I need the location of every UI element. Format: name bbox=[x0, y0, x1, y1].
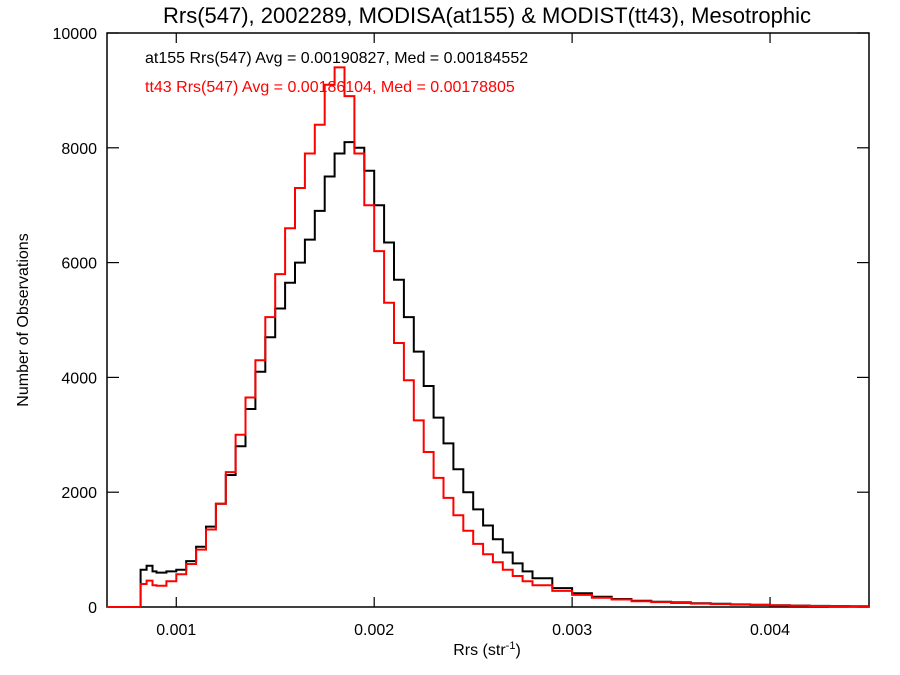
y-tick-label-4: 8000 bbox=[61, 141, 97, 158]
y-tick-label-1: 2000 bbox=[61, 485, 97, 502]
y-axis-ticks: 0 2000 4000 6000 8000 10000 bbox=[53, 26, 869, 617]
y-axis-label: Number of Observations bbox=[15, 233, 32, 406]
x-axis-ticks: 0.001 0.002 0.003 0.004 bbox=[156, 33, 790, 639]
x-axis-label-main: Rrs (str bbox=[453, 642, 506, 659]
x-axis-label-close: ) bbox=[515, 642, 520, 659]
y-tick-label-3: 6000 bbox=[61, 256, 97, 273]
x-tick-label-1: 0.002 bbox=[354, 622, 394, 639]
x-tick-label-3: 0.004 bbox=[750, 622, 790, 639]
series-line-1 bbox=[107, 66, 870, 608]
series-line-0 bbox=[107, 141, 870, 608]
y-tick-label-5: 10000 bbox=[53, 26, 98, 43]
annotation-tt43: tt43 Rrs(547) Avg = 0.00186104, Med = 0.… bbox=[145, 79, 515, 96]
y-tick-label-2: 4000 bbox=[61, 370, 97, 387]
chart-title: Rrs(547), 2002289, MODISA(at155) & MODIS… bbox=[163, 3, 811, 28]
x-axis-label: Rrs (str-1) bbox=[453, 640, 521, 659]
x-tick-label-2: 0.003 bbox=[552, 622, 592, 639]
plot-area bbox=[106, 32, 870, 608]
plot-frame bbox=[106, 32, 870, 608]
y-tick-label-0: 0 bbox=[88, 600, 97, 617]
x-axis-label-superscript: -1 bbox=[506, 640, 516, 652]
annotation-at155: at155 Rrs(547) Avg = 0.00190827, Med = 0… bbox=[145, 50, 528, 67]
series-group bbox=[107, 66, 870, 608]
x-tick-label-0: 0.001 bbox=[156, 622, 196, 639]
